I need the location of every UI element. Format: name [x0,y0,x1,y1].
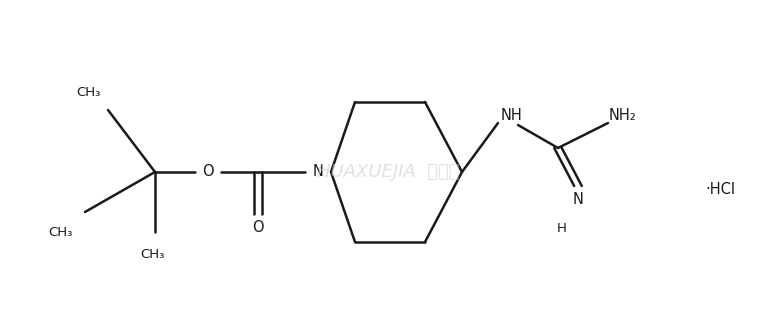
Text: O: O [253,220,264,236]
Text: N: N [573,193,584,207]
Text: NH: NH [501,108,523,123]
Text: HUAXUEJIA  化学加: HUAXUEJIA 化学加 [317,163,459,181]
Text: O: O [202,164,214,180]
Text: N: N [312,164,323,180]
Text: H: H [557,221,567,235]
Text: CH₃: CH₃ [76,85,100,99]
Text: CH₃: CH₃ [48,226,72,238]
Text: ·HCl: ·HCl [705,182,735,197]
Text: NH₂: NH₂ [608,108,636,123]
Text: CH₃: CH₃ [140,249,164,261]
